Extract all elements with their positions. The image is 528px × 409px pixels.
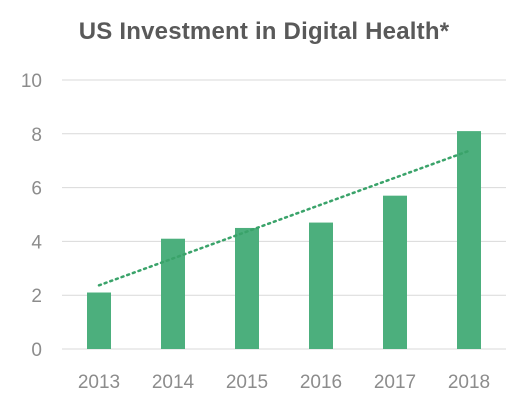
x-tick-label: 2018: [448, 372, 490, 393]
trendline-layer: [97, 149, 471, 287]
x-tick-label: 2017: [374, 372, 416, 393]
bars: [87, 131, 481, 349]
bar-2018: [457, 131, 481, 349]
bar-2017: [383, 195, 407, 349]
x-tick-label: 2015: [226, 372, 268, 393]
x-tick-label: 2013: [78, 372, 120, 393]
trendline: [97, 149, 471, 287]
bar-2015: [235, 227, 259, 349]
bar-2014: [161, 238, 185, 349]
y-tick-label: 0: [31, 340, 42, 361]
y-tick-label: 8: [31, 125, 42, 146]
chart-title: US Investment in Digital Health*: [78, 18, 450, 45]
y-tick-label: 2: [31, 286, 42, 307]
x-tick-label: 2016: [300, 372, 342, 393]
y-tick-label: 4: [31, 232, 42, 253]
x-tick-label: 2014: [152, 372, 195, 393]
bar-2016: [309, 222, 333, 349]
y-tick-label: 6: [31, 179, 42, 200]
bar-2013: [87, 292, 111, 349]
y-axis-ticks: 0 2 4 6 8 10: [21, 71, 43, 361]
x-axis-ticks: 2013 2014 2015 2016 2017 2018: [78, 372, 490, 393]
gridlines: [62, 79, 506, 350]
y-tick-label: 10: [21, 71, 42, 92]
